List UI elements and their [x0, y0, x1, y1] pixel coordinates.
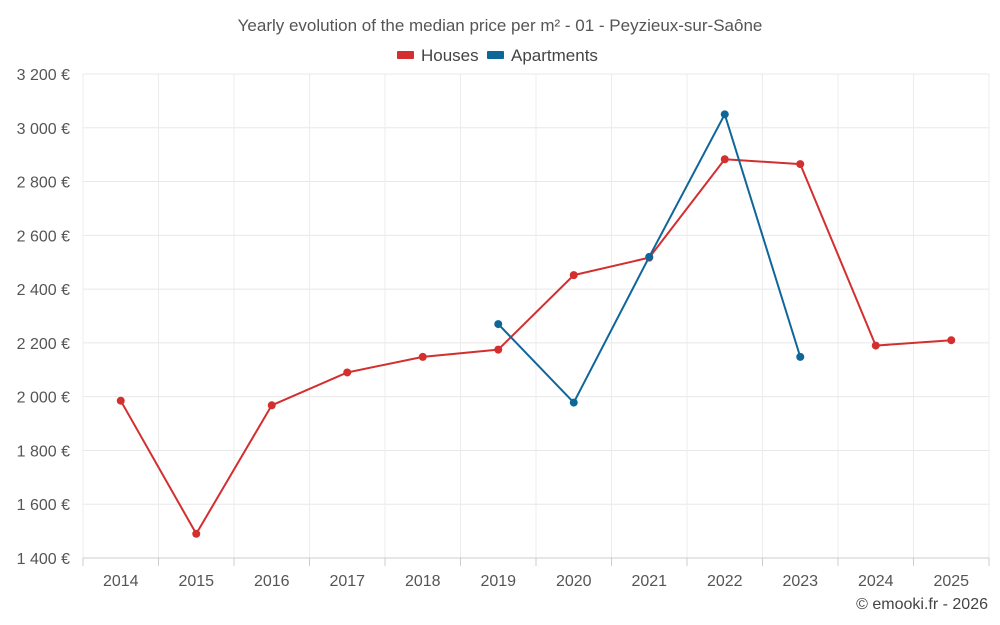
credit-text: © emooki.fr - 2026 [856, 596, 988, 613]
axes: 1 400 € 1 600 € 1 800 € 2 000 € 2 200 € 2 400… [17, 67, 990, 590]
y-tick-label: 1 800 € [17, 443, 70, 460]
x-tick-label: 2021 [631, 573, 667, 590]
y-tick-label: 2 600 € [17, 228, 70, 245]
data-point-apartments[interactable] [494, 320, 503, 329]
x-tick-label: 2017 [329, 573, 365, 590]
grid [82, 73, 990, 558]
y-tick-label: 1 400 € [17, 551, 70, 568]
x-tick-label: 2022 [707, 573, 743, 590]
data-point-houses[interactable] [494, 345, 503, 354]
x-tick-label: 2014 [103, 573, 139, 590]
data-point-houses[interactable] [418, 352, 427, 361]
x-tick-label: 2016 [254, 573, 290, 590]
data-point-houses[interactable] [947, 336, 956, 345]
data-point-apartments[interactable] [645, 252, 654, 261]
data-point-houses[interactable] [267, 401, 276, 410]
legend: Houses Apartments [397, 46, 598, 65]
data-point-apartments[interactable] [569, 398, 578, 407]
chart-title: Yearly evolution of the median price per… [238, 16, 763, 35]
legend-swatch-houses [397, 51, 414, 59]
y-tick-label: 2 200 € [17, 336, 70, 353]
y-tick-label: 3 200 € [17, 67, 70, 84]
y-tick-label: 2 800 € [17, 175, 70, 192]
data-point-houses[interactable] [720, 155, 729, 164]
x-tick-label: 2023 [782, 573, 818, 590]
x-tick-label: 2019 [480, 573, 516, 590]
legend-label-houses[interactable]: Houses [421, 46, 479, 65]
data-point-houses[interactable] [192, 529, 201, 538]
series-apartments [494, 110, 805, 407]
x-tick-label: 2018 [405, 573, 441, 590]
data-point-apartments[interactable] [796, 352, 805, 361]
data-point-houses[interactable] [796, 160, 805, 169]
series-line-houses [119, 158, 952, 535]
data-point-houses[interactable] [871, 341, 880, 350]
y-tick-label: 2 400 € [17, 282, 70, 299]
series-houses [116, 155, 956, 538]
x-tick-label: 2025 [933, 573, 969, 590]
data-point-houses[interactable] [343, 368, 352, 377]
y-tick-label: 2 000 € [17, 390, 70, 407]
data-point-houses[interactable] [569, 271, 578, 280]
legend-swatch-apartments [487, 51, 504, 59]
x-tick-label: 2020 [556, 573, 592, 590]
data-point-houses[interactable] [116, 396, 125, 405]
y-tick-label: 3 000 € [17, 121, 70, 138]
data-point-apartments[interactable] [720, 110, 729, 119]
x-tick-label: 2015 [178, 573, 214, 590]
legend-label-apartments[interactable]: Apartments [511, 46, 598, 65]
y-tick-label: 1 600 € [17, 497, 70, 514]
x-tick-label: 2024 [858, 573, 894, 590]
series-lines [116, 110, 956, 538]
